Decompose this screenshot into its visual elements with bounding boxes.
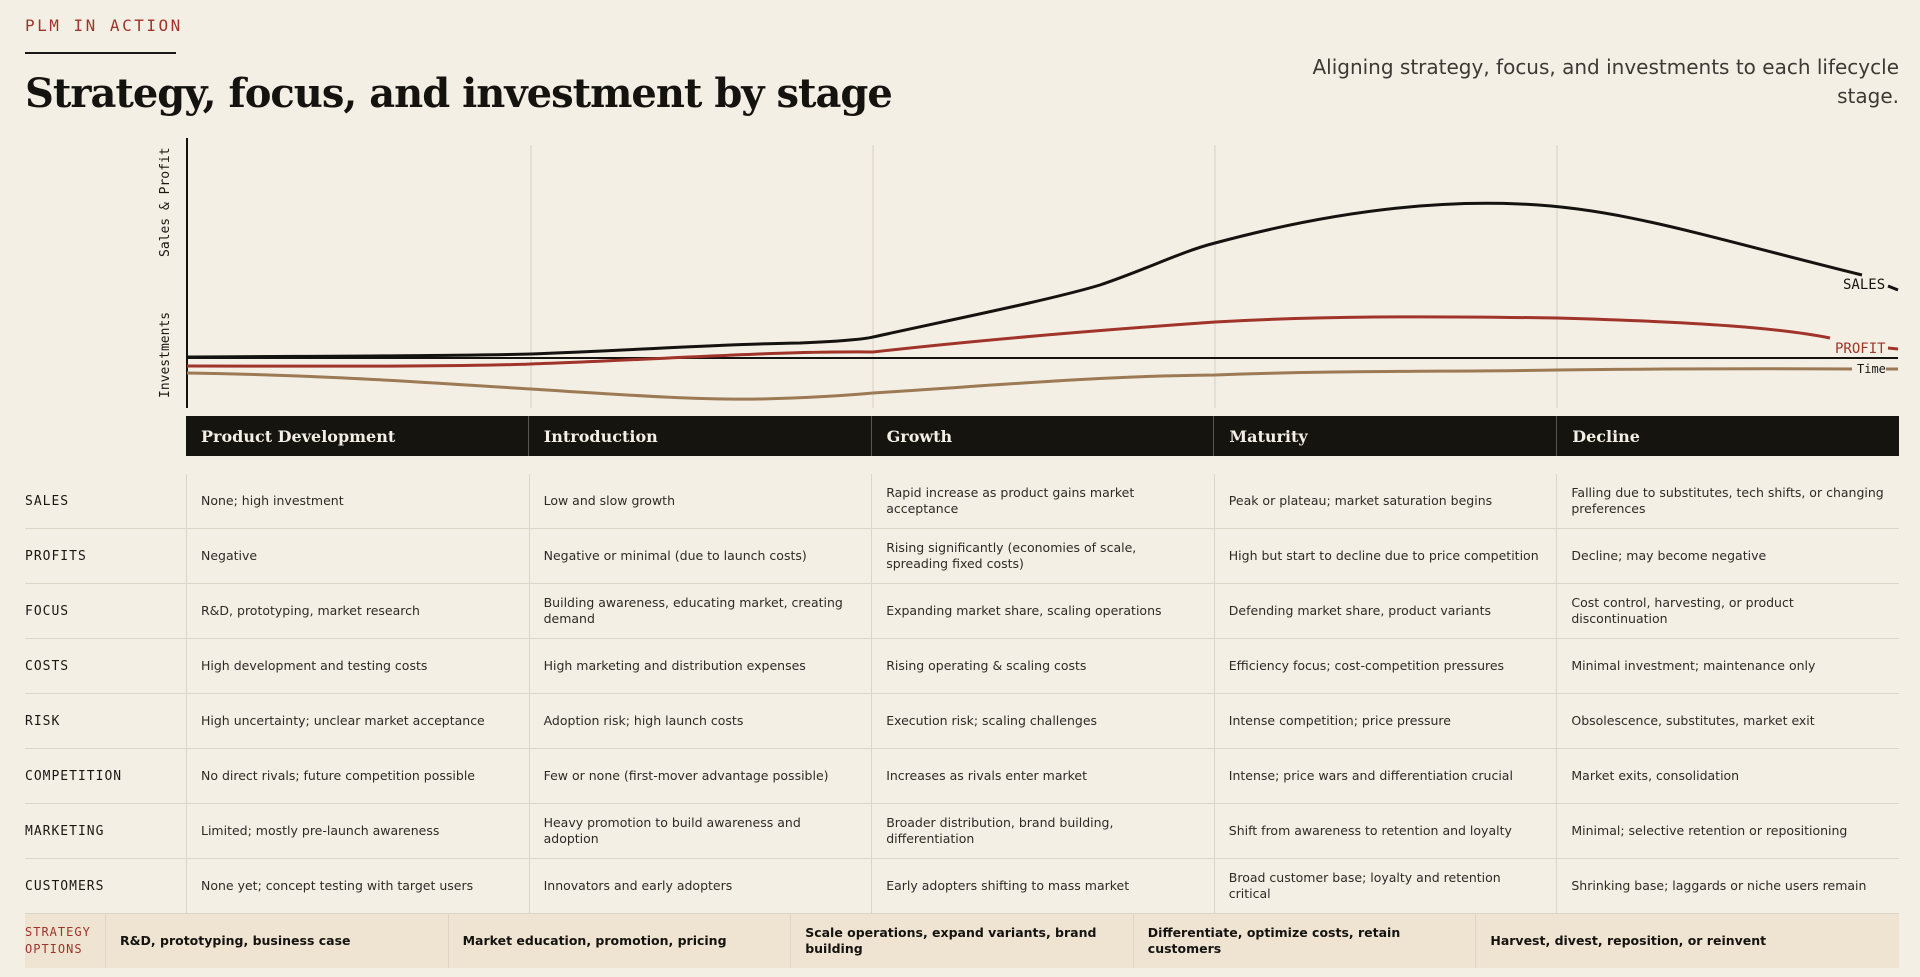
time-axis-label: Time <box>1857 362 1886 376</box>
eyebrow-rule <box>25 52 176 54</box>
row-label: SALES <box>25 493 70 509</box>
table-cell: Broad customer base; loyalty and retenti… <box>1213 859 1557 913</box>
profit-label-bg <box>1828 340 1885 356</box>
plc-diagram: SALES PROFIT Time <box>186 138 1899 408</box>
table-cell: Negative <box>186 529 529 583</box>
sales-curve-label: SALES <box>1843 277 1885 293</box>
table-cell: R&D, prototyping, business case <box>105 914 448 968</box>
row-label: RISK <box>25 713 61 729</box>
table-cell: Defending market share, product variants <box>1213 584 1557 638</box>
table-cell: Rapid increase as product gains market a… <box>871 474 1214 528</box>
table-cell: Peak or plateau; market saturation begin… <box>1213 474 1557 528</box>
page-title: Strategy, focus, and investment by stage <box>25 70 893 117</box>
table-cell: High but start to decline due to price c… <box>1213 529 1557 583</box>
table-cell: Expanding market share, scaling operatio… <box>871 584 1214 638</box>
table-cell: R&D, prototyping, market research <box>186 584 529 638</box>
table-cell: High uncertainty; unclear market accepta… <box>186 694 529 748</box>
table-cell: Rising significantly (economies of scale… <box>871 529 1214 583</box>
investment-curve <box>186 367 1899 401</box>
table-cell: Few or none (first-mover advantage possi… <box>528 749 872 803</box>
stage-maturity: Maturity <box>1214 416 1558 456</box>
table-cell: Decline; may become negative <box>1556 529 1899 583</box>
table-row: SALES None; high investment Low and slow… <box>25 474 1899 529</box>
table-cell: Intense competition; price pressure <box>1213 694 1557 748</box>
table-row: CUSTOMERS None yet; concept testing with… <box>25 859 1899 914</box>
table-row: COSTS High development and testing costs… <box>25 639 1899 694</box>
table-cell: Limited; mostly pre-launch awareness <box>186 804 529 858</box>
table-cell: Market education, promotion, pricing <box>447 914 791 968</box>
table-cell: Innovators and early adopters <box>528 859 872 913</box>
table-cell: Rising operating & scaling costs <box>871 639 1214 693</box>
table-cell: Increases as rivals enter market <box>871 749 1214 803</box>
table-cell: Early adopters shifting to mass market <box>871 859 1214 913</box>
table-row-strategy: STRATEGY OPTIONS R&D, prototyping, busin… <box>25 914 1899 968</box>
page-subtitle: Aligning strategy, focus, and investment… <box>1312 55 1899 108</box>
row-label: MARKETING <box>25 823 105 839</box>
table-cell: Harvest, divest, reposition, or reinvent <box>1475 914 1818 968</box>
table-cell: Minimal investment; maintenance only <box>1556 639 1899 693</box>
table-cell: High marketing and distribution expenses <box>528 639 872 693</box>
stage-header-bar: Product Development Introduction Growth … <box>186 416 1899 456</box>
table-cell: Cost control, harvesting, or product dis… <box>1556 584 1899 638</box>
profit-curve-label: PROFIT <box>1835 341 1886 357</box>
row-label: CUSTOMERS <box>25 878 105 894</box>
table-cell: Adoption risk; high launch costs <box>528 694 872 748</box>
row-label: PROFITS <box>25 548 87 564</box>
table-cell: Falling due to substitutes, tech shifts,… <box>1556 474 1899 528</box>
table-cell: Heavy promotion to build awareness and a… <box>528 804 872 858</box>
table-cell: Scale operations, expand variants, brand… <box>790 914 1133 968</box>
stage-introduction: Introduction <box>528 416 872 456</box>
table-cell: None yet; concept testing with target us… <box>186 859 529 913</box>
y-label-investments: Investments <box>158 311 173 398</box>
profit-curve <box>186 315 1831 368</box>
table-row: COMPETITION No direct rivals; future com… <box>25 749 1899 804</box>
table-cell: Efficiency focus; cost-competition press… <box>1213 639 1557 693</box>
eyebrow-label: PLM IN ACTION <box>25 16 183 35</box>
table-cell: Shrinking base; laggards or niche users … <box>1556 859 1899 913</box>
table-cell: Minimal; selective retention or repositi… <box>1556 804 1899 858</box>
profit-curve-tail <box>1887 346 1899 351</box>
stage-comparison-table: SALES None; high investment Low and slow… <box>25 474 1899 968</box>
table-row: FOCUS R&D, prototyping, market research … <box>25 584 1899 639</box>
table-cell: High development and testing costs <box>186 639 529 693</box>
table-row: MARKETING Limited; mostly pre-launch awa… <box>25 804 1899 859</box>
table-cell: No direct rivals; future competition pos… <box>186 749 529 803</box>
time-label-bg <box>1852 361 1886 376</box>
table-cell: Market exits, consolidation <box>1556 749 1899 803</box>
table-cell: None; high investment <box>186 474 529 528</box>
table-cell: Negative or minimal (due to launch costs… <box>528 529 872 583</box>
row-label: COMPETITION <box>25 768 123 784</box>
table-cell: Shift from awareness to retention and lo… <box>1213 804 1557 858</box>
table-cell: Building awareness, educating market, cr… <box>528 584 872 638</box>
stage-growth: Growth <box>871 416 1215 456</box>
stage-product-development: Product Development <box>186 416 529 456</box>
stage-decline: Decline <box>1557 416 1899 456</box>
table-cell: Broader distribution, brand building, di… <box>871 804 1214 858</box>
row-label-strategy: STRATEGY OPTIONS <box>25 925 91 956</box>
table-cell: Low and slow growth <box>528 474 872 528</box>
table-cell: Differentiate, optimize costs, retain cu… <box>1132 914 1476 968</box>
sales-curve-tail <box>1887 284 1899 292</box>
y-label-sales-profit: Sales & Profit <box>158 147 173 257</box>
sales-curve <box>186 201 1863 359</box>
table-cell: Intense; price wars and differentiation … <box>1213 749 1557 803</box>
table-cell: Execution risk; scaling challenges <box>871 694 1214 748</box>
row-label: FOCUS <box>25 603 70 619</box>
table-row: RISK High uncertainty; unclear market ac… <box>25 694 1899 749</box>
row-label: COSTS <box>25 658 70 674</box>
table-cell: Obsolescence, substitutes, market exit <box>1556 694 1899 748</box>
table-row: PROFITS Negative Negative or minimal (du… <box>25 529 1899 584</box>
